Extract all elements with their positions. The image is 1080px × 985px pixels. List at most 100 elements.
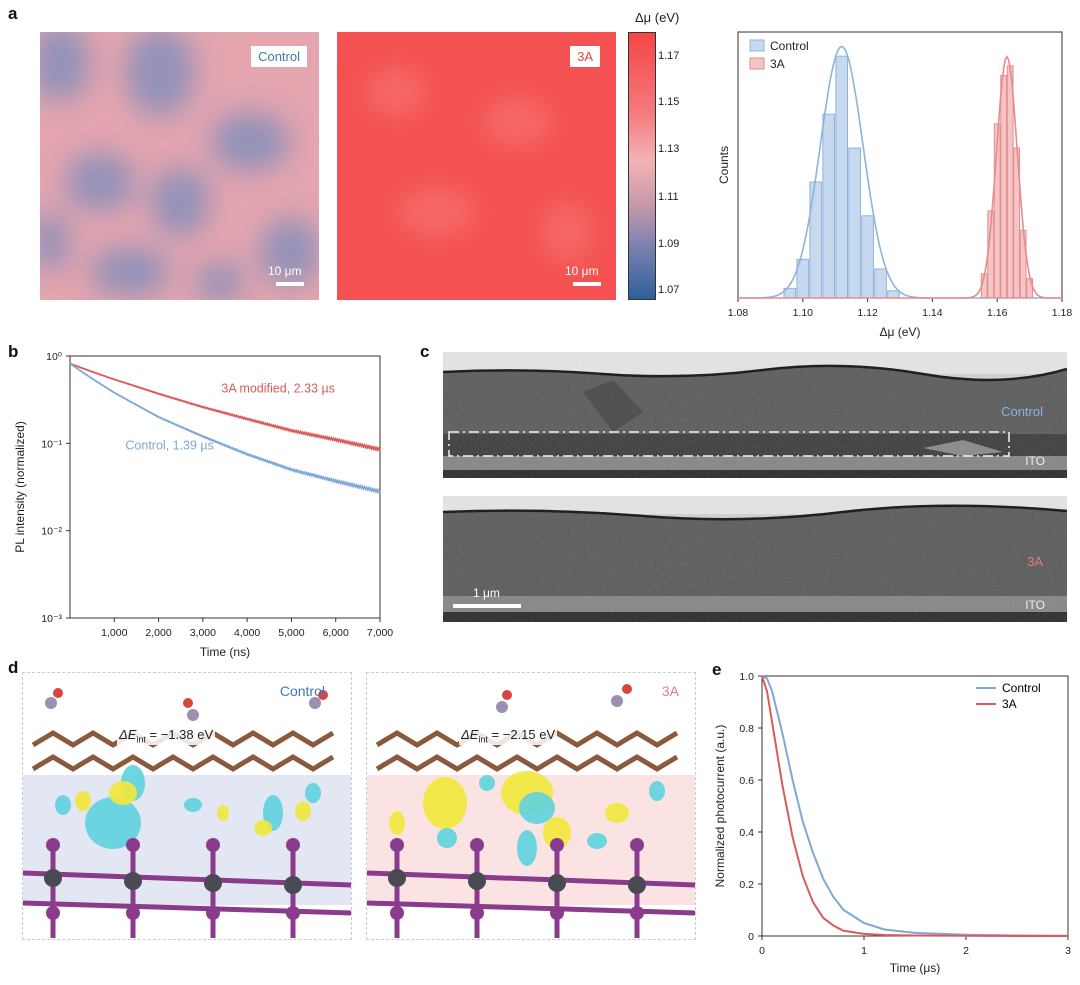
3a-map: 3A 10 μm <box>337 32 616 300</box>
dft-control-energy-prefix: ΔE <box>119 727 137 742</box>
sem-control-drawing <box>443 352 1067 478</box>
hist-bar <box>861 215 874 299</box>
hist-xtick-label: 1.12 <box>857 307 878 319</box>
control-map-image <box>40 32 319 300</box>
decay-ylabel: PL intensity (normalized) <box>13 421 27 553</box>
photo-ytick-label: 0.4 <box>739 827 754 839</box>
sem-3a-label: 3A <box>1027 554 1043 569</box>
hist-bar <box>1000 75 1008 299</box>
panel-e-letter: e <box>712 660 722 679</box>
photo-xtick-label: 0 <box>759 945 765 957</box>
photo-xtick-label: 3 <box>1065 945 1071 957</box>
hist-bar <box>835 55 849 299</box>
photo-series-line <box>761 675 1068 937</box>
sem-3a-drawing <box>443 496 1067 622</box>
pl-decay-chart: 1,000 2,000 3,000 4,000 5,000 6,000 7,000 10⁰ 10… <box>13 351 393 659</box>
colorbar-ticks: 1.17 1.15 1.13 1.11 1.09 1.07 <box>658 32 708 300</box>
sem-scalebar <box>453 604 521 608</box>
control-scalebar <box>276 282 304 286</box>
decay-xtick-label: 1,000 <box>101 627 127 639</box>
hist-xlabel: Δμ (eV) <box>880 325 921 339</box>
dft-control-image: Control ΔEint = −1.38 eV <box>22 672 352 940</box>
sem-ito-top-label: ITO <box>1025 454 1045 468</box>
control-map: Control 10 μm <box>40 32 319 300</box>
decay-xtick-label: 6,000 <box>323 627 349 639</box>
photo-ytick-label: 0.2 <box>739 879 754 891</box>
panel-a-letter: a <box>8 4 18 23</box>
photo-xlabel: Time (μs) <box>890 961 940 975</box>
decay-xlabel: Time (ns) <box>200 645 250 659</box>
decay-xtick-label: 2,000 <box>145 627 171 639</box>
sem-control-image: Control ITO <box>443 352 1067 478</box>
colorbar-tick-0: 1.17 <box>658 50 680 62</box>
photo-xtick-label: 2 <box>963 945 969 957</box>
hist-legend-swatch <box>749 39 765 52</box>
dft-3a-label: 3A <box>661 683 679 699</box>
3a-scalebar <box>573 282 601 286</box>
3a-map-label: 3A <box>570 46 600 67</box>
colorbar <box>628 32 656 300</box>
decay-xtick-label: 3,000 <box>190 627 216 639</box>
3a-map-image <box>337 32 616 300</box>
photo-ytick-label: 0 <box>748 931 754 943</box>
dft-3a-energy-sub: int <box>478 734 488 745</box>
photo-ytick-label: 1.0 <box>739 671 754 683</box>
photocurrent-chart: 0 1 2 3 0 0.2 0.4 0.6 0.8 1.0 Time (μs) Normalized … <box>713 671 1071 975</box>
dft-control-label: Control <box>279 683 325 699</box>
colorbar-tick-5: 1.07 <box>658 284 680 296</box>
hist-legend-label: 3A <box>770 57 785 71</box>
hist-ylabel: Counts <box>717 146 731 184</box>
photo-xtick-label: 1 <box>861 945 867 957</box>
decay-series-line <box>69 362 381 453</box>
photo-legend-label: Control <box>1002 681 1041 695</box>
dft-3a-energy-value: = −2.15 eV <box>487 727 556 742</box>
sem-control-label: Control <box>1001 404 1043 419</box>
dft-3a-energy-prefix: ΔE <box>461 727 479 742</box>
panel-c-letter: c <box>420 342 430 361</box>
photo-ytick-label: 0.6 <box>739 775 754 787</box>
hist-bar <box>848 147 861 299</box>
hist-xtick-label: 1.08 <box>728 307 749 319</box>
colorbar-title: Δμ (eV) <box>635 10 680 25</box>
decay-label-3a: 3A modified, 2.33 µs <box>221 382 335 396</box>
3a-scalebar-label: 10 μm <box>565 264 599 278</box>
colorbar-tick-3: 1.11 <box>658 191 679 203</box>
dft-control-energy-sub: int <box>136 734 146 745</box>
hist-xtick-label: 1.10 <box>793 307 814 319</box>
hist-xtick-label: 1.18 <box>1052 307 1073 319</box>
photo-ylabel: Normalized photocurrent (a.u.) <box>713 725 727 888</box>
photo-legend-label: 3A <box>1002 697 1017 711</box>
photo-series-line <box>761 675 1069 937</box>
histogram-chart: 1.08 1.10 1.12 1.14 1.16 1.18 Δμ (eV) Counts Con… <box>717 31 1073 339</box>
control-scalebar-label: 10 μm <box>268 264 302 278</box>
hist-legend-swatch <box>749 57 765 70</box>
decay-ytick-label: 10⁰ <box>46 351 62 363</box>
colorbar-tick-4: 1.09 <box>658 238 680 250</box>
hist-fit-curve <box>738 54 1062 299</box>
hist-bar <box>874 268 887 299</box>
hist-xtick-label: 1.14 <box>922 307 943 319</box>
decay-ytick-label: 10⁻¹ <box>41 438 62 450</box>
decay-xtick-label: 5,000 <box>278 627 304 639</box>
hist-legend-label: Control <box>770 39 809 53</box>
decay-frame <box>69 355 381 619</box>
decay-series-line <box>69 362 381 495</box>
hist-bar <box>822 113 836 299</box>
decay-label-control: Control, 1.39 µs <box>125 438 214 452</box>
hist-bar <box>1006 65 1014 299</box>
decay-xtick-label: 7,000 <box>367 627 393 639</box>
dft-control-drawing <box>23 688 351 938</box>
decay-ytick-label: 10⁻³ <box>41 613 62 625</box>
sem-scalebar-label: 1 μm <box>473 586 500 600</box>
colorbar-tick-2: 1.13 <box>658 143 680 155</box>
decay-ytick-label: 10⁻² <box>41 526 62 538</box>
hist-xtick-label: 1.16 <box>987 307 1008 319</box>
sem-ito-bottom-label: ITO <box>1025 598 1045 612</box>
hist-bar <box>887 290 900 299</box>
photo-ytick-label: 0.8 <box>739 723 754 735</box>
sem-3a-image: 3A ITO 1 μm <box>443 496 1067 622</box>
dft-3a-drawing <box>367 684 695 938</box>
dft-control-energy: ΔEint = −1.38 eV <box>117 727 216 745</box>
dft-3a-image: 3A ΔEint = −2.15 eV <box>366 672 696 940</box>
dft-3a-energy: ΔEint = −2.15 eV <box>459 727 558 745</box>
